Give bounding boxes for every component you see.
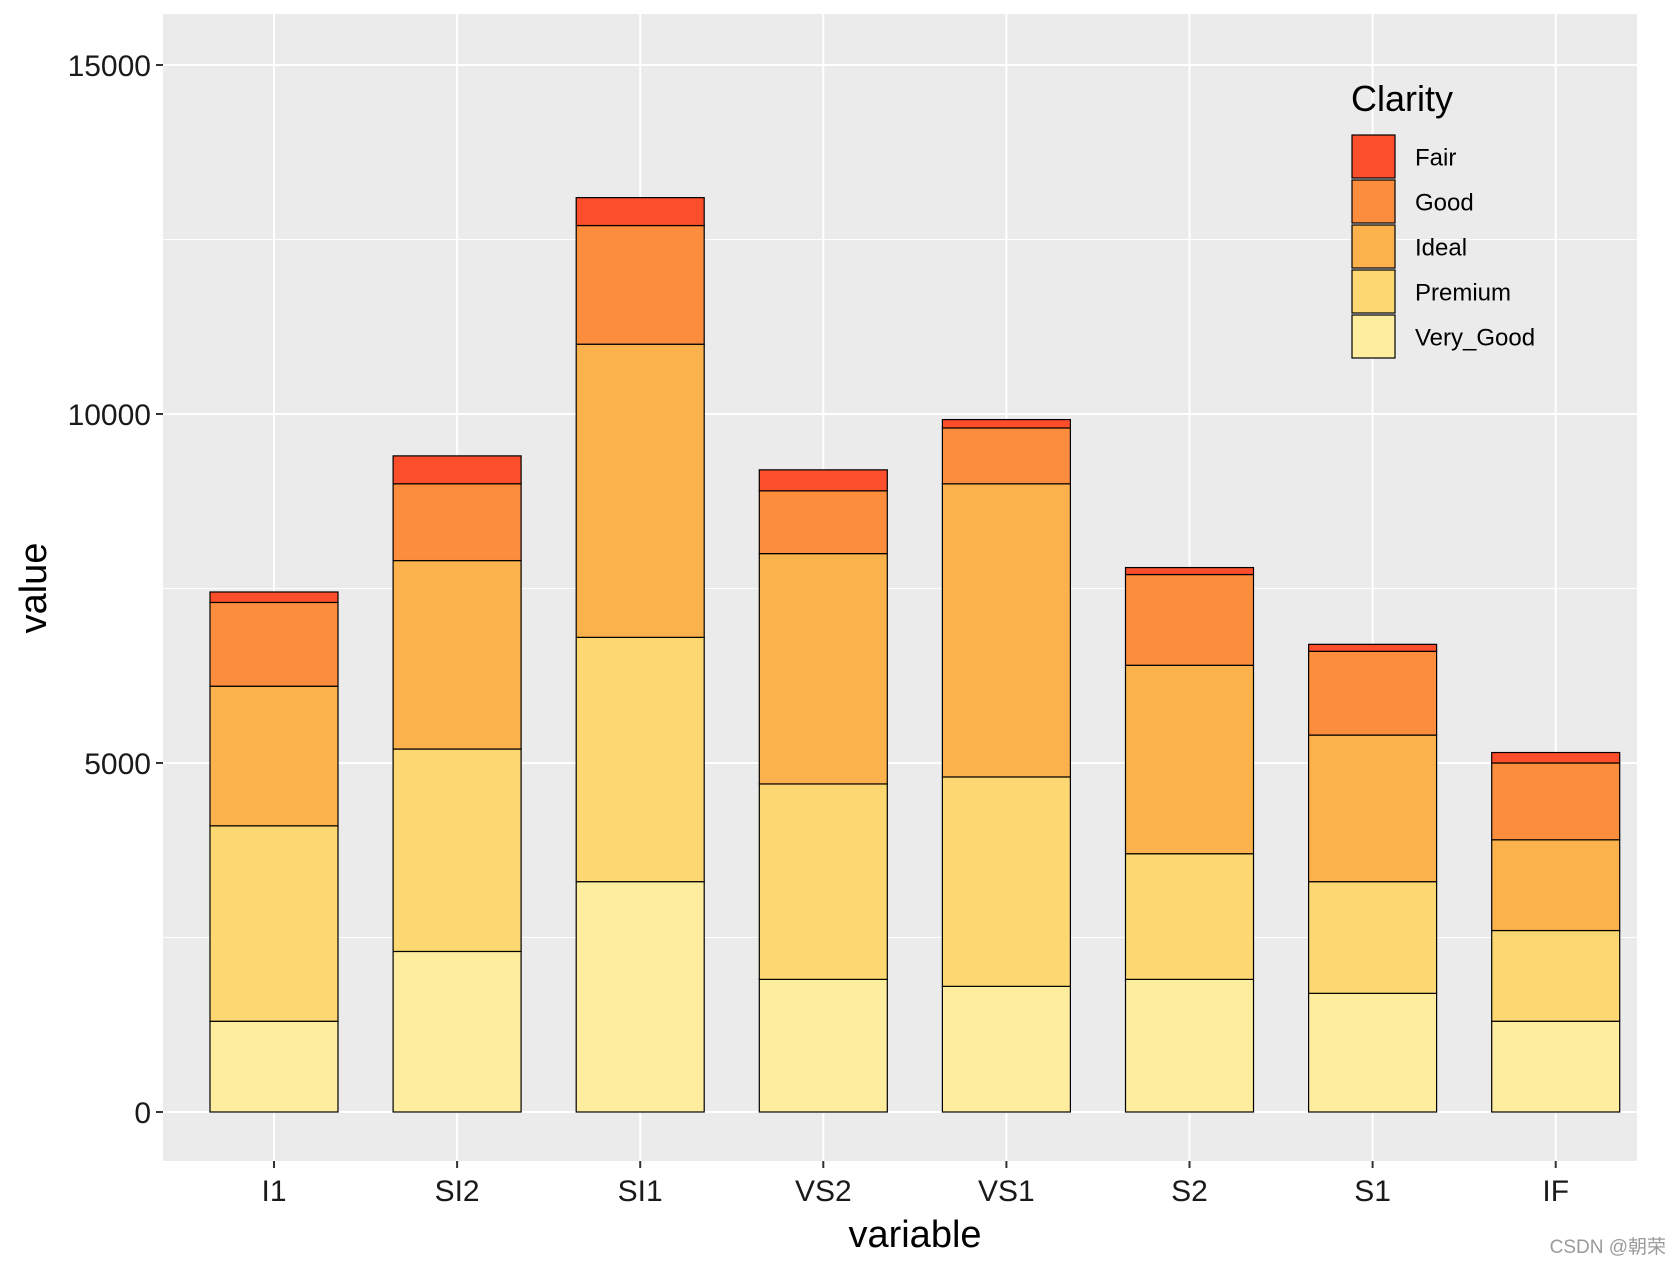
bar-segment-Premium (1491, 929, 1621, 1022)
bar-segment-Premium (209, 825, 339, 1022)
watermark: CSDN @朝荣 (1550, 1236, 1666, 1258)
bar-segment-Good (1491, 762, 1621, 841)
legend-swatch (1351, 179, 1396, 224)
x-tick-label: VS2 (795, 1175, 852, 1208)
bar-segment-Good (575, 224, 705, 345)
bar-segment-Very_Good (392, 950, 522, 1113)
bar-stack-IF (1491, 751, 1621, 1113)
bar-segment-Premium (758, 783, 888, 980)
legend-swatch (1351, 224, 1396, 269)
bar-segment-Ideal (941, 483, 1072, 778)
legend-item-Good: Good (1351, 179, 1474, 224)
bar-segment-Fair (209, 591, 339, 604)
legend-label: Ideal (1415, 235, 1467, 262)
bar-segment-Good (1124, 573, 1255, 666)
bar-segment-Good (1307, 650, 1438, 736)
bar-segment-Very_Good (941, 985, 1072, 1113)
bar-segment-Premium (392, 748, 522, 953)
y-tick-label: 15000 (68, 50, 151, 83)
bar-segment-Fair (1491, 751, 1621, 764)
bar-stack-SI2 (392, 455, 522, 1113)
legend-swatch (1351, 134, 1396, 179)
bar-segment-Ideal (758, 552, 888, 785)
bar-segment-Ideal (1491, 839, 1621, 932)
bar-segment-Fair (575, 197, 705, 227)
bar-segment-Very_Good (1124, 978, 1255, 1113)
bar-segment-Good (758, 490, 888, 555)
x-axis: I1 SI2 SI1 VS2 VS1 S2 S1 IF (261, 1161, 1569, 1208)
x-tick-label: SI2 (435, 1175, 480, 1208)
x-tick-label: S1 (1354, 1175, 1391, 1208)
bar-segment-Very_Good (758, 978, 888, 1113)
legend-item-Ideal: Ideal (1351, 224, 1467, 269)
y-axis: 0 5000 10000 15000 (68, 50, 163, 1130)
bar-segment-Ideal (575, 343, 705, 638)
bar-segment-Fair (1307, 643, 1438, 652)
bar-segment-Fair (941, 418, 1072, 429)
legend-title: Clarity (1351, 78, 1453, 119)
bar-segment-Ideal (209, 685, 339, 827)
bar-stack-VS1 (941, 418, 1072, 1113)
legend-label: Very_Good (1415, 325, 1535, 352)
bar-segment-Good (392, 483, 522, 562)
bar-segment-Fair (392, 455, 522, 485)
x-tick-label: SI1 (618, 1175, 663, 1208)
bar-segment-Ideal (1124, 664, 1255, 855)
x-tick-label: IF (1542, 1175, 1569, 1208)
x-axis-title: variable (848, 1214, 981, 1256)
y-tick-label: 0 (134, 1097, 151, 1130)
bar-segment-Very_Good (209, 1020, 339, 1113)
bar-stack-SI1 (575, 197, 705, 1113)
legend: Clarity Fair Good Ideal Premium Very_Good (1351, 78, 1535, 359)
bar-segment-Premium (1307, 881, 1438, 994)
y-tick-label: 10000 (68, 399, 151, 432)
bar-segment-Very_Good (575, 881, 705, 1113)
bar-segment-Fair (758, 469, 888, 492)
legend-label: Premium (1415, 280, 1511, 307)
bar-segment-Very_Good (1307, 992, 1438, 1113)
bar-segment-Very_Good (1491, 1020, 1621, 1113)
y-axis-title: value (13, 543, 55, 634)
bars (209, 197, 1621, 1113)
bar-segment-Premium (1124, 853, 1255, 980)
legend-swatch (1351, 269, 1396, 314)
bar-stack-I1 (209, 591, 339, 1113)
legend-item-Premium: Premium (1351, 269, 1511, 314)
legend-label: Good (1415, 190, 1474, 217)
bar-stack-S2 (1124, 566, 1255, 1113)
bar-segment-Ideal (1307, 734, 1438, 883)
legend-item-Fair: Fair (1351, 134, 1456, 179)
x-tick-label: I1 (261, 1175, 286, 1208)
legend-item-Very_Good: Very_Good (1351, 314, 1535, 359)
bar-segment-Good (209, 601, 339, 687)
x-tick-label: S2 (1171, 1175, 1208, 1208)
legend-label: Fair (1415, 145, 1456, 172)
bar-stack-VS2 (758, 469, 888, 1113)
legend-swatch (1351, 314, 1396, 359)
bar-segment-Good (941, 427, 1072, 485)
y-tick-label: 5000 (84, 748, 151, 781)
x-tick-label: VS1 (978, 1175, 1035, 1208)
bar-segment-Fair (1124, 566, 1255, 576)
bar-segment-Premium (941, 776, 1072, 987)
bar-stack-S1 (1307, 643, 1438, 1113)
bar-segment-Premium (575, 636, 705, 883)
bar-segment-Ideal (392, 559, 522, 750)
